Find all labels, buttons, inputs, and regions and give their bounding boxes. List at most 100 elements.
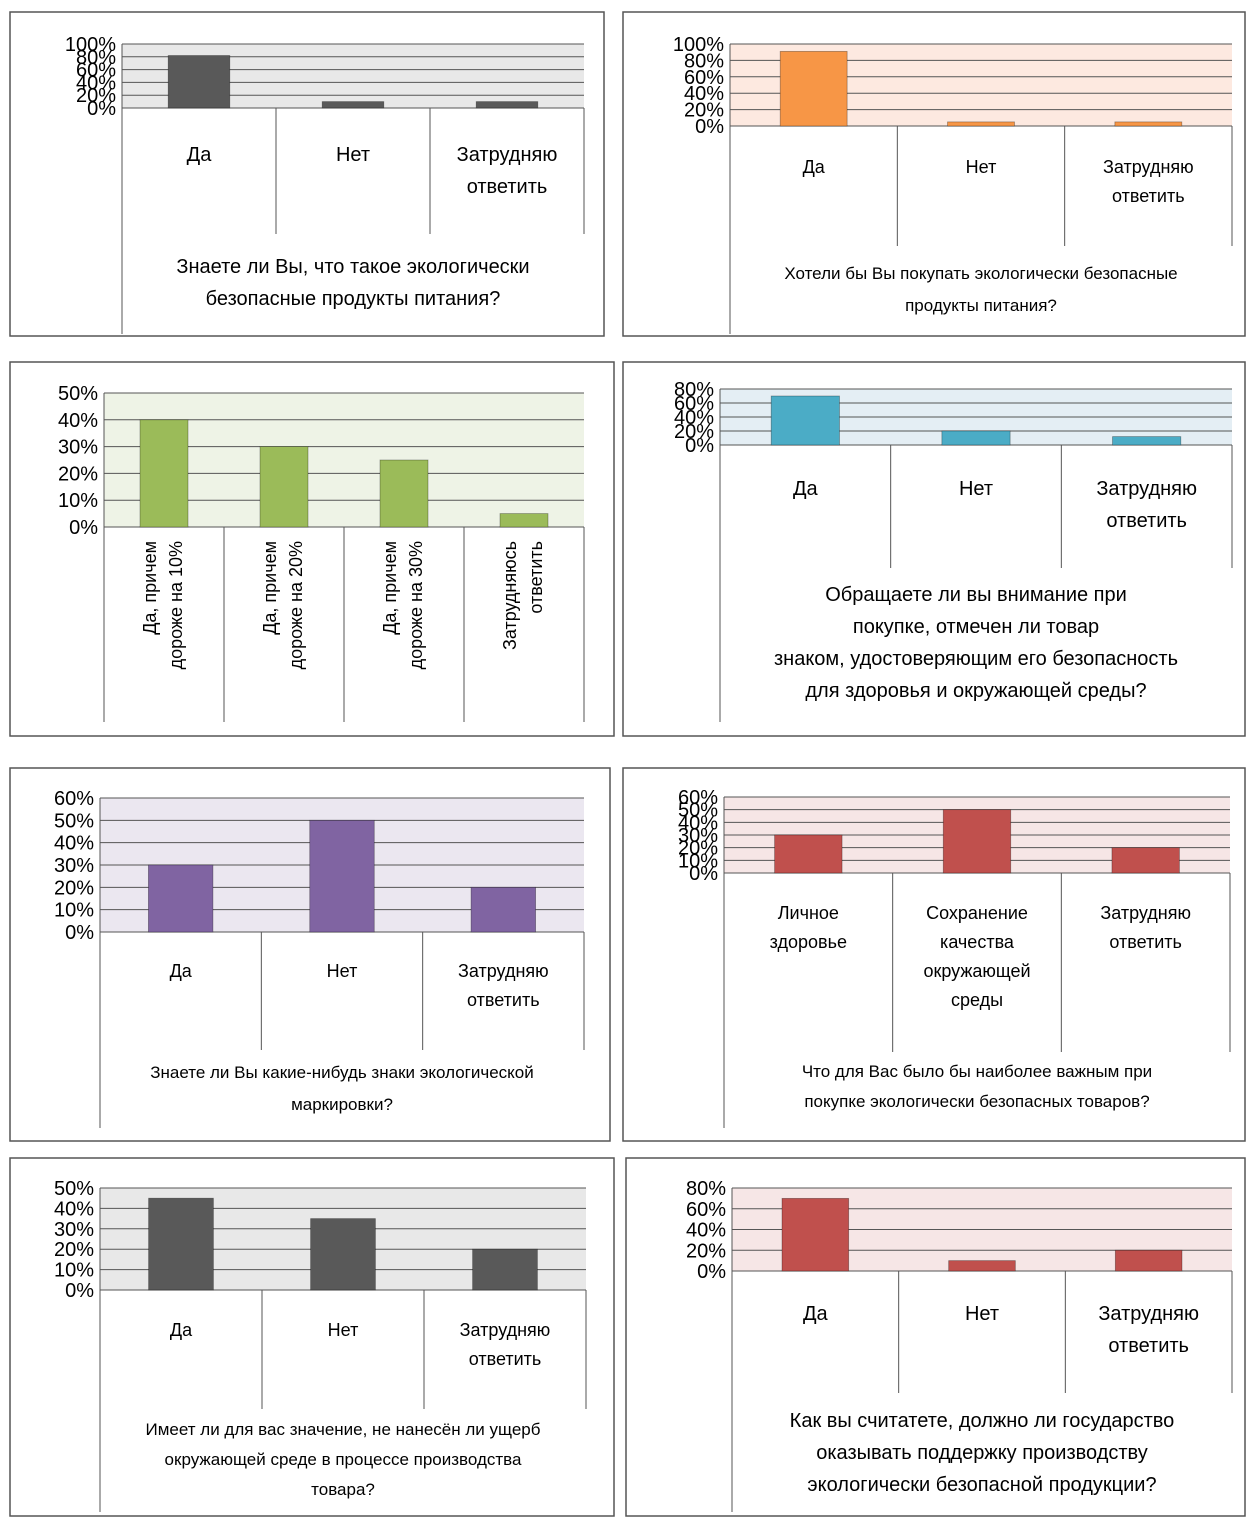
chart-panel-3: 0% 10% 20% 30% 40% 50% Да, причем дороже на 10%… bbox=[9, 361, 615, 737]
y-tick-label: 50% bbox=[58, 383, 98, 405]
bar bbox=[1114, 121, 1183, 127]
axis-title-question: для здоровья и окружающей среды? bbox=[805, 680, 1146, 702]
y-tick-label: 20% bbox=[678, 838, 718, 860]
y-tick-label: 0% bbox=[695, 116, 724, 138]
axis-title-question: Знаете ли Вы, что такое экологически bbox=[176, 256, 529, 278]
axis-title-question: Знаете ли Вы какие-нибудь знаки экологич… bbox=[150, 1063, 534, 1082]
y-tick-label: 40% bbox=[684, 83, 724, 105]
axis-title-question: Хотели бы Вы покупать экологически безоп… bbox=[784, 264, 1177, 283]
category-label: Да bbox=[793, 478, 819, 500]
y-tick-label: 20% bbox=[76, 85, 116, 107]
y-tick-label: 60% bbox=[54, 788, 94, 810]
category-label: дороже на 30% bbox=[406, 541, 426, 669]
category-label: Да, причем bbox=[260, 541, 280, 635]
y-tick-label: 20% bbox=[54, 1239, 94, 1261]
axis-title-question: покупке экологически безопасных товаров? bbox=[804, 1092, 1149, 1111]
y-tick-label: 30% bbox=[54, 855, 94, 877]
y-tick-label: 80% bbox=[684, 50, 724, 72]
y-tick-label: 40% bbox=[674, 407, 714, 429]
category-label: ответить bbox=[1112, 186, 1185, 206]
bar bbox=[147, 864, 214, 933]
category-label: ответить bbox=[1108, 1335, 1189, 1357]
bar bbox=[1112, 436, 1182, 446]
category-label: Да, причем bbox=[380, 541, 400, 635]
axis-title-question: Как вы считатете, должно ли государство bbox=[790, 1410, 1175, 1432]
category-label: Затрудняю bbox=[1103, 157, 1194, 177]
bar bbox=[321, 101, 385, 109]
category-label: Да bbox=[187, 144, 213, 166]
axis-title-question: Имеет ли для вас значение, не нанесён ли… bbox=[146, 1420, 541, 1439]
axis-title-question: Обращаете ли вы внимание при bbox=[825, 584, 1127, 606]
bar bbox=[774, 834, 843, 874]
bar bbox=[781, 1197, 850, 1272]
y-tick-label: 40% bbox=[76, 72, 116, 94]
y-tick-label: 80% bbox=[674, 379, 714, 401]
bar bbox=[941, 430, 1011, 446]
category-label: Нет bbox=[336, 144, 370, 166]
bar bbox=[379, 459, 429, 528]
axis-title-question: товара? bbox=[311, 1480, 375, 1499]
y-tick-label: 60% bbox=[686, 1199, 726, 1221]
y-tick-label: 20% bbox=[674, 421, 714, 443]
axis-title-question: Что для Вас было бы наиболее важным при bbox=[802, 1062, 1152, 1081]
y-tick-label: 20% bbox=[54, 877, 94, 899]
category-label: Затрудняю bbox=[460, 1320, 551, 1340]
chart-panel-5: 0%10%20%30%40%50%60% Да Нет Затрудняю ответи… bbox=[9, 767, 611, 1142]
bar bbox=[148, 1197, 214, 1291]
bar bbox=[310, 1218, 376, 1291]
category-label: Нет bbox=[959, 478, 993, 500]
category-label: Затрудняю bbox=[458, 961, 549, 981]
category-label: Затрудняюсь bbox=[500, 541, 520, 650]
axis-title-question: безопасные продукты питания? bbox=[206, 288, 501, 310]
axis-title-question: окружающей среде в процессе производства bbox=[165, 1450, 522, 1469]
category-label: дороже на 10% bbox=[166, 541, 186, 669]
category-label: Да bbox=[803, 157, 826, 177]
y-tick-label: 100% bbox=[65, 34, 116, 56]
y-tick-label: 10% bbox=[678, 850, 718, 872]
bar bbox=[1111, 847, 1180, 874]
y-tick-label: 0% bbox=[685, 435, 714, 457]
category-label: Да, причем bbox=[140, 541, 160, 635]
category-label: Затрудняю bbox=[1096, 478, 1197, 500]
category-label: дороже на 20% bbox=[286, 541, 306, 669]
y-tick-label: 60% bbox=[674, 393, 714, 415]
y-tick-label: 0% bbox=[697, 1261, 726, 1283]
y-tick-label: 80% bbox=[76, 47, 116, 69]
bar bbox=[472, 1248, 538, 1291]
bar bbox=[948, 1260, 1016, 1272]
axis-title-question: оказывать поддержку производству bbox=[816, 1442, 1148, 1464]
bar bbox=[309, 819, 375, 933]
bar bbox=[770, 395, 840, 446]
y-tick-label: 60% bbox=[684, 67, 724, 89]
y-tick-label: 20% bbox=[58, 463, 98, 485]
bar bbox=[259, 446, 309, 528]
bar bbox=[942, 809, 1012, 874]
chart-panel-2: 0%20%40%60%80%100% Да Нет Затрудняю ответить… bbox=[622, 11, 1246, 337]
bar bbox=[499, 513, 549, 528]
axis-title-question: покупке, отмечен ли товар bbox=[853, 616, 1099, 638]
category-label: качества bbox=[940, 932, 1015, 952]
y-tick-label: 30% bbox=[58, 437, 98, 459]
category-label: Да bbox=[170, 961, 193, 981]
y-tick-label: 10% bbox=[54, 1260, 94, 1282]
bar bbox=[167, 55, 231, 109]
y-tick-label: 50% bbox=[54, 1178, 94, 1200]
bar bbox=[139, 419, 189, 528]
y-tick-label: 0% bbox=[87, 98, 116, 120]
category-label: здоровье bbox=[770, 932, 847, 952]
y-tick-label: 0% bbox=[69, 517, 98, 539]
category-label: Затрудняю bbox=[1100, 903, 1191, 923]
category-label: Нет bbox=[328, 1320, 359, 1340]
y-tick-label: 40% bbox=[686, 1220, 726, 1242]
axis-title-question: продукты питания? bbox=[905, 296, 1057, 315]
y-tick-label: 40% bbox=[58, 410, 98, 432]
bar bbox=[475, 101, 539, 109]
y-tick-label: 30% bbox=[54, 1219, 94, 1241]
y-tick-label: 10% bbox=[58, 490, 98, 512]
y-tick-label: 20% bbox=[686, 1240, 726, 1262]
category-label: Затрудняю bbox=[1098, 1303, 1199, 1325]
y-tick-label: 30% bbox=[678, 825, 718, 847]
category-label: Сохранение bbox=[926, 903, 1028, 923]
y-tick-label: 50% bbox=[54, 810, 94, 832]
category-label: Да bbox=[803, 1303, 829, 1325]
